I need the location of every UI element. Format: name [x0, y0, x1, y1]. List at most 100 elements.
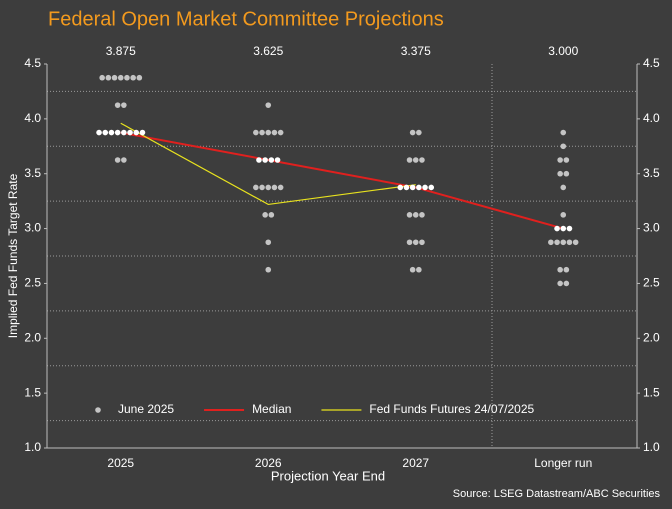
dot: [554, 239, 560, 246]
dot: [409, 266, 416, 273]
dot: [121, 129, 127, 136]
y-tick-label: 2.0: [24, 330, 41, 344]
y-tick-label: 2.5: [24, 276, 41, 290]
dot: [557, 170, 563, 177]
dot: [566, 239, 573, 246]
dot: [422, 184, 428, 191]
dot: [268, 212, 275, 218]
y-tick-label: 4.5: [24, 56, 41, 70]
dot: [560, 184, 567, 191]
y2-tick-label: 3.5: [643, 166, 660, 180]
x-tick-label: 2025: [107, 456, 134, 470]
dot: [419, 212, 425, 218]
dot: [130, 74, 136, 81]
dot: [265, 266, 272, 273]
dot: [121, 102, 127, 108]
dot: [271, 184, 278, 191]
dot: [96, 129, 102, 136]
y2-tick-label: 2.5: [643, 276, 660, 290]
dot: [419, 157, 425, 163]
dot: [262, 157, 268, 163]
line: [120, 131, 564, 230]
x-tick-label: 2026: [255, 456, 282, 470]
dot: [114, 102, 121, 108]
dot: [548, 239, 554, 246]
y2-tick-label: 3.0: [643, 221, 660, 235]
dot: [99, 74, 105, 81]
dot: [406, 239, 413, 246]
dot: [259, 184, 265, 191]
x-tick-label: Longer run: [534, 456, 592, 470]
chart-title: Federal Open Market Committee Projection…: [48, 8, 444, 30]
dot: [572, 239, 579, 246]
dot: [124, 74, 130, 81]
legend-label: Fed Funds Futures 24/07/2025: [369, 402, 534, 416]
legend-label: Median: [252, 402, 291, 416]
dot: [560, 212, 567, 218]
dot: [274, 157, 281, 163]
value-label: 3.875: [106, 44, 136, 58]
dot: [265, 129, 272, 136]
dot: [412, 212, 419, 218]
y-tick-label: 3.5: [24, 166, 41, 180]
dot: [127, 129, 133, 136]
y2-tick-label: 1.5: [643, 385, 660, 399]
legend-label: June 2025: [118, 402, 174, 416]
line: [120, 122, 416, 206]
dot: [259, 129, 265, 136]
dot: [563, 157, 570, 163]
dot: [136, 74, 143, 81]
dot: [114, 129, 121, 136]
y2-tick-label: 4.0: [643, 111, 660, 125]
y-tick-label: 1.0: [24, 440, 41, 454]
dot: [277, 129, 284, 136]
dot: [133, 129, 140, 136]
dot: [253, 129, 259, 136]
dot: [563, 170, 570, 177]
dot: [557, 280, 563, 287]
dot: [560, 143, 567, 150]
dot: [271, 129, 278, 136]
dot: [403, 184, 410, 191]
dot: [428, 184, 435, 191]
dot: [265, 102, 272, 108]
value-label: 3.375: [401, 44, 431, 58]
dot: [268, 157, 275, 163]
dot: [566, 225, 573, 232]
dot: [105, 74, 112, 81]
dot: [256, 157, 262, 163]
y-tick-label: 3.0: [24, 221, 41, 235]
value-label: 3.000: [548, 44, 578, 58]
x-tick-label: 2027: [402, 456, 429, 470]
dot: [406, 157, 413, 163]
dot: [416, 184, 422, 191]
dot: [277, 184, 284, 191]
dot: [557, 157, 563, 163]
y2-tick-label: 2.0: [643, 330, 660, 344]
dot: [554, 225, 560, 232]
dot: [262, 212, 268, 218]
y2-tick-label: 4.5: [643, 56, 660, 70]
source: Source: LSEG Datastream/ABC Securities: [453, 488, 661, 500]
dot: [560, 225, 567, 232]
legend-symbol: [95, 407, 101, 413]
dot: [409, 184, 416, 191]
y2-tick-label: 1.0: [643, 440, 660, 454]
dot: [117, 74, 124, 81]
dot: [560, 239, 567, 246]
dot: [121, 157, 127, 163]
dot: [563, 280, 570, 287]
dot: [409, 129, 416, 136]
dot: [419, 239, 425, 246]
value-label: 3.625: [253, 44, 283, 58]
dot: [412, 157, 419, 163]
dot: [114, 157, 121, 163]
dot: [412, 239, 419, 246]
dot: [139, 129, 146, 136]
dot: [265, 239, 272, 246]
dot: [253, 184, 259, 191]
dot: [563, 266, 570, 273]
